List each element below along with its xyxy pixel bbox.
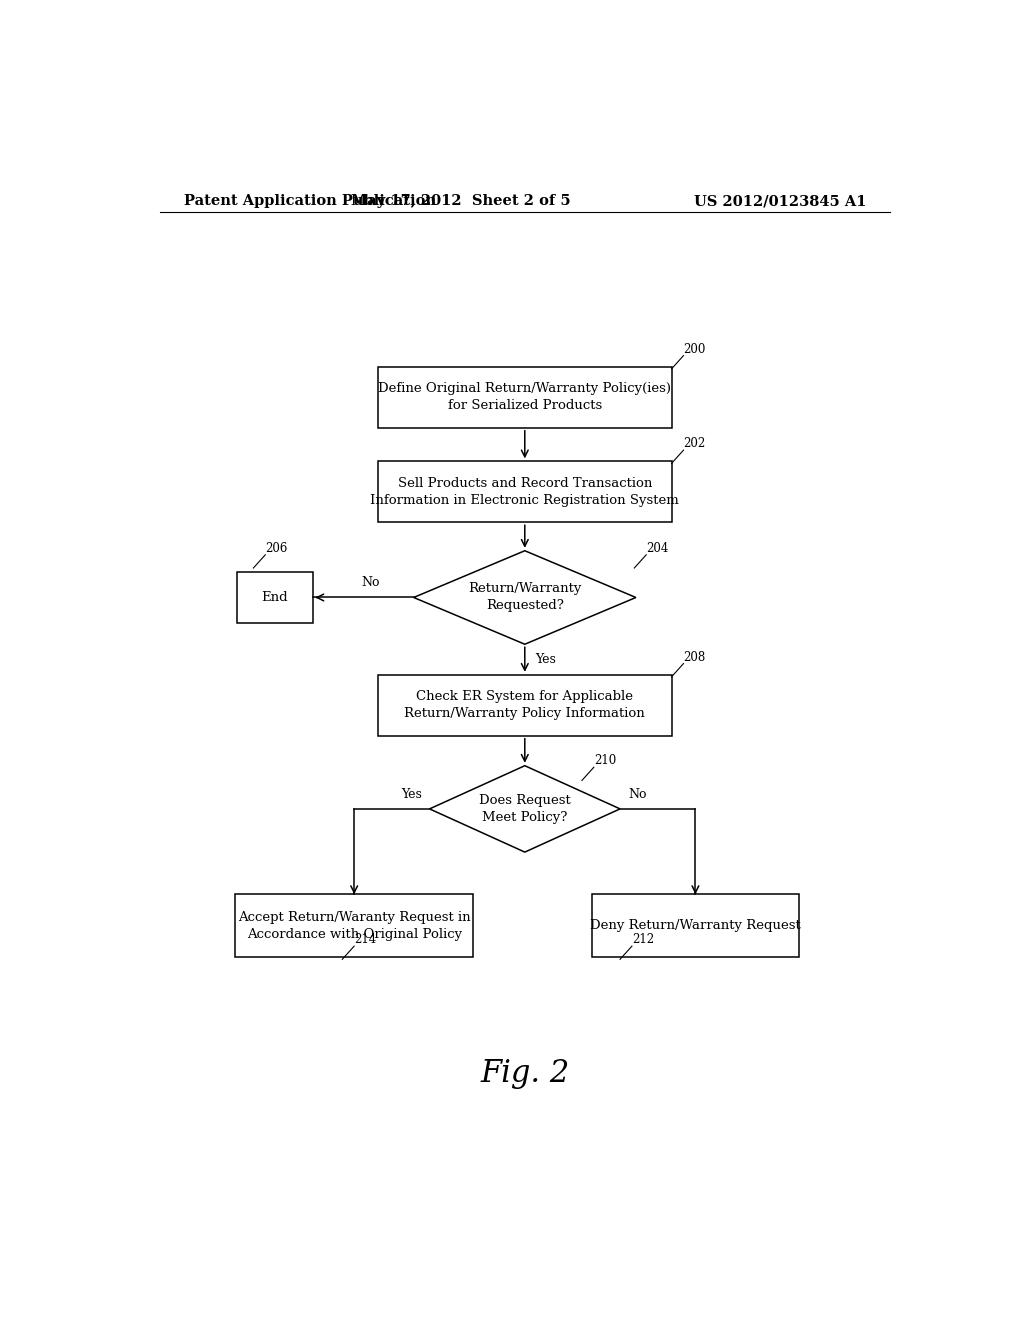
Text: Does Request
Meet Policy?: Does Request Meet Policy? (479, 793, 570, 824)
Text: Fig. 2: Fig. 2 (480, 1057, 569, 1089)
Bar (238, 572, 312, 623)
Text: 202: 202 (684, 437, 706, 450)
Text: 210: 210 (594, 754, 616, 767)
Text: Accept Return/Waranty Request in
Accordance with Original Policy: Accept Return/Waranty Request in Accorda… (238, 911, 470, 941)
Text: 206: 206 (265, 541, 288, 554)
Text: 212: 212 (632, 933, 654, 946)
Text: Yes: Yes (536, 653, 556, 667)
Text: Sell Products and Record Transaction
Information in Electronic Registration Syst: Sell Products and Record Transaction Inf… (371, 477, 679, 507)
Text: Define Original Return/Warranty Policy(ies)
for Serialized Products: Define Original Return/Warranty Policy(i… (378, 383, 672, 412)
Text: Yes: Yes (400, 788, 422, 801)
Polygon shape (430, 766, 620, 853)
Text: Return/Warranty
Requested?: Return/Warranty Requested? (468, 582, 582, 612)
Text: No: No (361, 577, 380, 589)
Text: Deny Return/Warranty Request: Deny Return/Warranty Request (590, 919, 801, 932)
Text: 214: 214 (354, 933, 377, 946)
Bar (236, 894, 473, 957)
Text: End: End (261, 591, 288, 605)
Text: Patent Application Publication: Patent Application Publication (183, 194, 435, 209)
Text: May 17, 2012  Sheet 2 of 5: May 17, 2012 Sheet 2 of 5 (351, 194, 571, 209)
Text: US 2012/0123845 A1: US 2012/0123845 A1 (693, 194, 866, 209)
Bar (378, 367, 672, 428)
Bar (378, 675, 672, 735)
Text: Check ER System for Applicable
Return/Warranty Policy Information: Check ER System for Applicable Return/Wa… (404, 690, 645, 721)
Text: 200: 200 (684, 343, 706, 355)
Bar (592, 894, 799, 957)
Bar (378, 461, 672, 523)
Text: 208: 208 (684, 651, 706, 664)
Polygon shape (414, 550, 636, 644)
Text: No: No (628, 788, 646, 801)
Text: 204: 204 (646, 541, 669, 554)
